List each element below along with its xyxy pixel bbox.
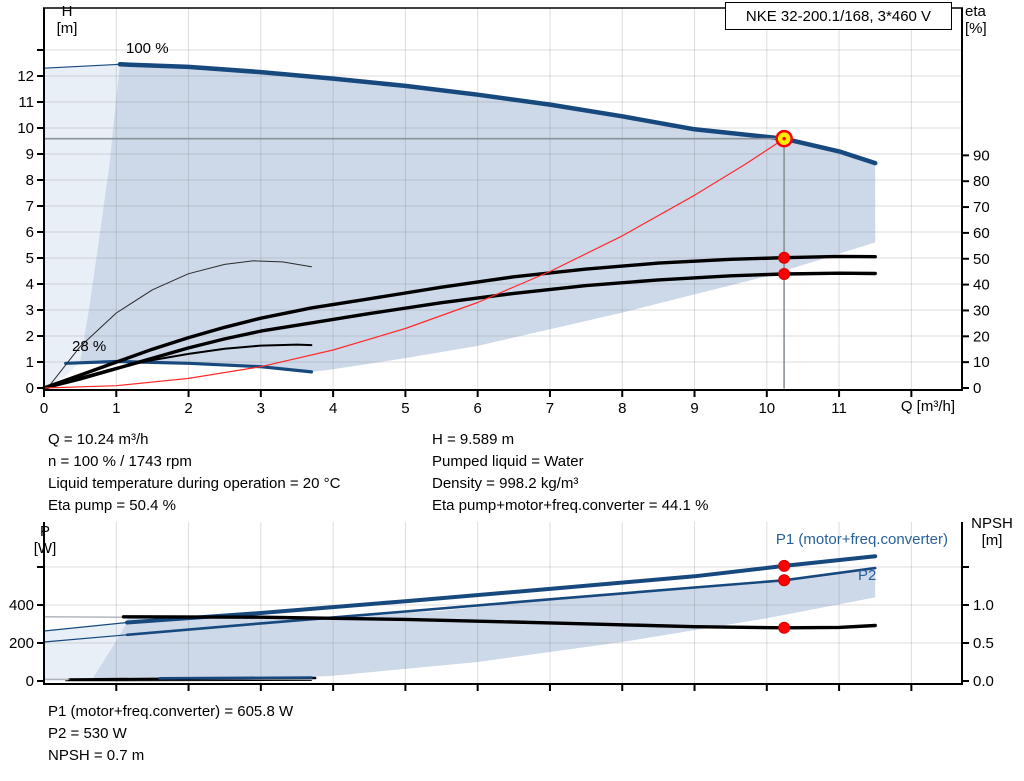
svg-text:400: 400 <box>9 597 34 614</box>
svg-text:10: 10 <box>758 400 775 417</box>
eta-axis-unit: [%] <box>965 20 987 37</box>
svg-text:2: 2 <box>184 400 192 417</box>
q-axis-title: Q [m³/h] <box>900 398 955 415</box>
svg-text:60: 60 <box>973 225 990 242</box>
pump-title-box: NKE 32-200.1/168, 3*460 V <box>725 2 952 30</box>
speed-28-label: 28 % <box>72 338 107 355</box>
info-q: Q = 10.24 m³/h <box>48 431 149 448</box>
svg-text:5: 5 <box>26 250 34 267</box>
npsh-axis-title: NPSH [m] <box>962 515 1022 549</box>
svg-text:6: 6 <box>26 224 34 241</box>
svg-text:11: 11 <box>831 400 847 417</box>
info-npsh: NPSH = 0.7 m <box>48 747 145 764</box>
svg-text:40: 40 <box>973 277 990 294</box>
npsh-axis-unit: [m] <box>981 532 1003 549</box>
svg-text:200: 200 <box>9 635 34 652</box>
duty-info-left: Q = 10.24 m³/h n = 100 % / 1743 rpm Liqu… <box>48 429 340 517</box>
svg-text:1: 1 <box>26 354 34 371</box>
svg-text:1: 1 <box>112 400 120 417</box>
svg-text:30: 30 <box>973 302 990 319</box>
svg-text:0.0: 0.0 <box>973 673 994 690</box>
info-h: H = 9.589 m <box>432 431 515 448</box>
info-speed: n = 100 % / 1743 rpm <box>48 453 192 470</box>
info-pumped-liquid: Pumped liquid = Water <box>432 453 584 470</box>
svg-text:70: 70 <box>973 199 990 216</box>
svg-text:7: 7 <box>546 400 554 417</box>
info-p1: P1 (motor+freq.converter) = 605.8 W <box>48 703 294 720</box>
svg-text:8: 8 <box>618 400 626 417</box>
h-axis-unit: [m] <box>56 20 78 37</box>
eta-axis-title: eta [%] <box>965 3 987 37</box>
svg-text:8: 8 <box>26 172 34 189</box>
svg-text:3: 3 <box>257 400 265 417</box>
info-eta-pump: Eta pump = 50.4 % <box>48 497 176 514</box>
info-density: Density = 998.2 kg/m³ <box>432 475 579 492</box>
svg-text:9: 9 <box>690 400 698 417</box>
h-axis-title: H [m] <box>44 3 90 37</box>
p-axis-name: P <box>39 523 50 540</box>
svg-text:10: 10 <box>17 120 34 137</box>
svg-text:90: 90 <box>973 147 990 164</box>
svg-text:0: 0 <box>26 380 34 397</box>
duty-info-right: H = 9.589 m Pumped liquid = Water Densit… <box>432 429 708 517</box>
svg-text:9: 9 <box>26 146 34 163</box>
npsh-axis-name: NPSH <box>971 515 1013 532</box>
svg-text:80: 80 <box>973 173 990 190</box>
svg-text:0: 0 <box>40 400 48 417</box>
p-axis-title: P [W] <box>22 523 68 557</box>
info-liquid-temp: Liquid temperature during operation = 20… <box>48 475 341 492</box>
svg-text:6: 6 <box>474 400 482 417</box>
p1-curve-label: P1 (motor+freq.converter) <box>775 531 948 548</box>
svg-text:2: 2 <box>26 328 34 345</box>
speed-100-label: 100 % <box>126 40 169 57</box>
info-eta-total: Eta pump+motor+freq.converter = 44.1 % <box>432 497 709 514</box>
svg-text:11: 11 <box>18 94 34 111</box>
svg-text:50: 50 <box>973 251 990 268</box>
svg-text:7: 7 <box>26 198 34 215</box>
eta-axis-name: eta <box>965 3 986 20</box>
svg-text:3: 3 <box>26 302 34 319</box>
p2-curve-label: P2 <box>858 567 877 584</box>
p-axis-unit: [W] <box>33 540 57 557</box>
svg-text:4: 4 <box>26 276 34 293</box>
svg-text:12: 12 <box>17 68 34 85</box>
svg-text:10: 10 <box>973 354 990 371</box>
svg-text:4: 4 <box>329 400 337 417</box>
svg-text:5: 5 <box>401 400 409 417</box>
svg-text:0: 0 <box>26 673 34 690</box>
info-p2: P2 = 530 W <box>48 725 127 742</box>
power-info-block: P1 (motor+freq.converter) = 605.8 W P2 =… <box>48 701 293 767</box>
svg-text:1.0: 1.0 <box>973 597 994 614</box>
svg-text:0.5: 0.5 <box>973 635 994 652</box>
svg-text:0: 0 <box>973 380 981 397</box>
h-axis-name: H <box>61 3 73 20</box>
svg-text:20: 20 <box>973 328 990 345</box>
